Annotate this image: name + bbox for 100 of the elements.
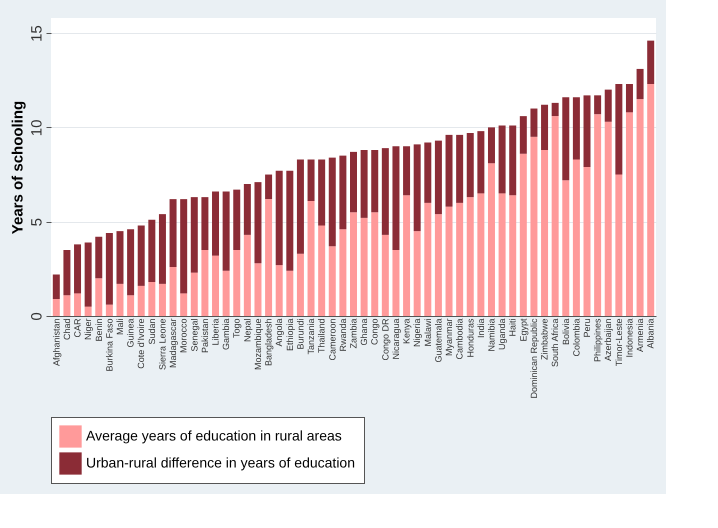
- x-tick-label: Ethiopia: [284, 318, 295, 352]
- x-tick-label: Mali: [114, 318, 125, 336]
- x-tick-label: Ghana: [359, 318, 370, 346]
- x-tick-label: Myanmar: [444, 318, 454, 356]
- x-tick-label: Senegal: [189, 318, 200, 352]
- bar: [434, 214, 442, 316]
- bar: [138, 225, 145, 286]
- y-tick-label: 5: [28, 218, 46, 226]
- x-tick-label: Haiti: [508, 318, 518, 337]
- bar: [615, 174, 622, 316]
- x-tick-label: Guatemala: [433, 318, 444, 363]
- bar: [636, 68, 644, 100]
- bar: [265, 199, 272, 316]
- x-tick-label: Dominican Republic: [528, 318, 539, 399]
- x-tick-label: Uganda: [497, 318, 508, 350]
- bar: [477, 131, 484, 194]
- bar: [127, 295, 134, 316]
- bar: [466, 133, 474, 198]
- x-tick-label: Bangladesh: [264, 318, 274, 366]
- bar: [254, 182, 262, 264]
- x-tick-label: India: [476, 318, 486, 338]
- x-tick-label: Madagascar: [168, 318, 178, 368]
- bar: [488, 163, 495, 316]
- x-tick-label: Afghanistan: [51, 318, 62, 366]
- bar: [488, 127, 495, 164]
- bar: [392, 250, 400, 316]
- bar: [296, 159, 304, 254]
- x-tick-label: Cote d'Ivoire: [136, 318, 146, 369]
- bar: [265, 174, 272, 200]
- bar: [286, 170, 294, 271]
- x-tick-label: Armenia: [635, 318, 646, 352]
- bar: [244, 234, 251, 316]
- x-tick-label: Sudan: [146, 318, 157, 345]
- bar: [414, 144, 421, 232]
- x-tick-label: Malawi: [422, 318, 433, 347]
- x-tick-label: Timor-Leste: [614, 318, 624, 366]
- x-tick-label: Peru: [582, 318, 592, 338]
- x-tick-label: Congo DR: [380, 318, 390, 361]
- bar: [456, 202, 464, 316]
- x-tick-label: Congo: [370, 318, 380, 346]
- x-tick-label: Benin: [94, 318, 104, 342]
- bar: [254, 263, 262, 316]
- y-tick-label: 15: [28, 25, 46, 42]
- bar: [647, 40, 654, 84]
- bar: [382, 148, 389, 235]
- bar: [148, 282, 156, 316]
- x-tick-label: CAR: [72, 318, 83, 338]
- bar: [222, 192, 230, 271]
- bar: [106, 304, 113, 316]
- bar: [170, 199, 177, 267]
- x-tick-label: Zimbabwe: [540, 318, 550, 360]
- bar: [456, 134, 464, 203]
- x-tick-label: Colombia: [571, 318, 582, 357]
- bar: [584, 167, 591, 316]
- bar: [95, 236, 102, 278]
- y-tick-label: 0: [28, 312, 46, 321]
- x-tick-label: Thailand: [316, 318, 327, 354]
- bar: [403, 146, 410, 196]
- bar: [594, 114, 602, 316]
- x-tick-label: Chad: [62, 318, 72, 340]
- bar: [520, 116, 527, 154]
- bar: [116, 284, 124, 316]
- bar: [636, 99, 644, 316]
- bar: [424, 202, 432, 316]
- y-tick-label: 10: [28, 120, 46, 136]
- x-tick-label: Gambia: [221, 318, 232, 350]
- bar: [498, 193, 506, 316]
- bar: [530, 108, 538, 137]
- x-tick-label: Mozambique: [252, 318, 263, 370]
- x-tick-label: Bolivia: [560, 318, 571, 346]
- x-tick-label: Pakistan: [200, 318, 210, 354]
- bar: [360, 218, 368, 316]
- bar: [116, 231, 124, 284]
- bar: [63, 295, 70, 316]
- bar: [382, 234, 389, 316]
- x-tick-label: Cambodia: [454, 318, 465, 360]
- bar: [446, 206, 453, 316]
- bar: [509, 126, 516, 196]
- bar: [233, 250, 240, 316]
- bar: [434, 140, 442, 214]
- bar: [604, 90, 612, 122]
- bar: [138, 286, 145, 316]
- x-tick-label: Namibia: [486, 318, 496, 352]
- bar: [170, 266, 177, 316]
- bar: [63, 250, 70, 296]
- bar: [52, 274, 60, 300]
- bar: [212, 192, 220, 256]
- bar: [541, 104, 548, 150]
- x-tick-label: Sierra Leone: [157, 318, 168, 370]
- bar: [626, 84, 633, 112]
- bar: [296, 254, 304, 316]
- bar: [318, 225, 326, 316]
- bar: [572, 97, 580, 160]
- bar: [424, 142, 432, 203]
- x-tick-label: Zambia: [348, 318, 358, 349]
- bar: [106, 233, 113, 305]
- bar: [371, 150, 378, 212]
- bar: [446, 134, 453, 207]
- x-tick-label: Albania: [646, 318, 656, 349]
- bar: [350, 212, 357, 316]
